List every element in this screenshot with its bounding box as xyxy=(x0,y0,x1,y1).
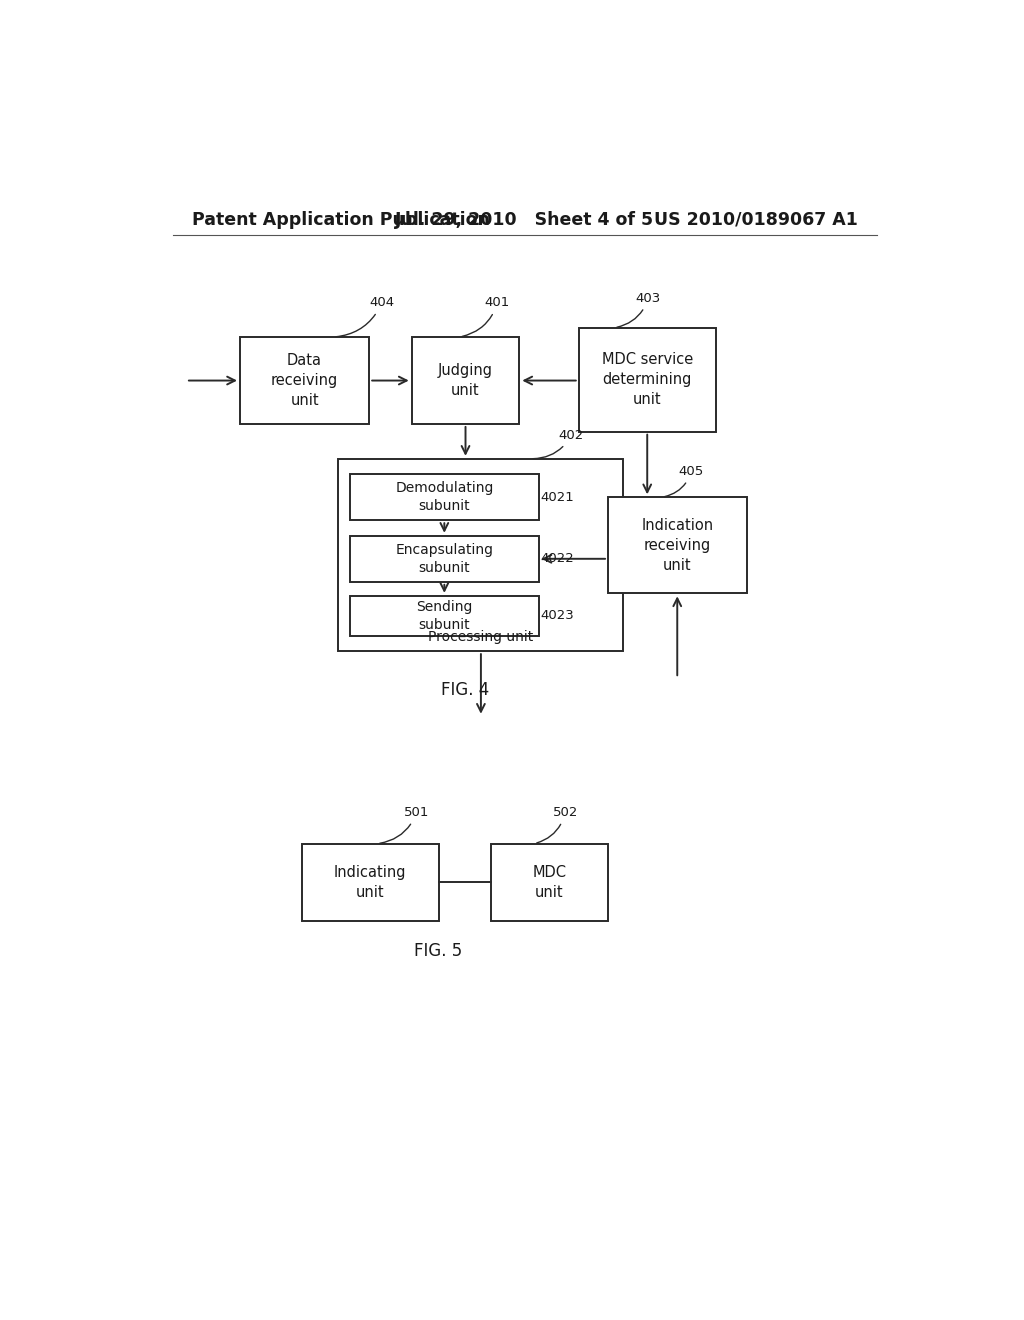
Text: Patent Application Publication: Patent Application Publication xyxy=(193,211,490,228)
Text: Encapsulating
subunit: Encapsulating subunit xyxy=(395,543,494,576)
Text: 501: 501 xyxy=(380,807,429,843)
Text: FIG. 5: FIG. 5 xyxy=(415,942,463,961)
Bar xyxy=(490,843,608,921)
Text: 404: 404 xyxy=(336,296,394,337)
Text: US 2010/0189067 A1: US 2010/0189067 A1 xyxy=(653,211,857,228)
Bar xyxy=(412,337,519,424)
Bar xyxy=(350,536,539,582)
Text: MDC
unit: MDC unit xyxy=(532,865,566,900)
Bar xyxy=(339,459,624,651)
Text: Sending
subunit: Sending subunit xyxy=(416,599,472,632)
Text: 402: 402 xyxy=(532,429,584,458)
Text: MDC service
determining
unit: MDC service determining unit xyxy=(602,352,693,407)
Bar xyxy=(579,327,716,432)
Text: 401: 401 xyxy=(462,296,510,337)
Text: Indicating
unit: Indicating unit xyxy=(334,865,407,900)
Text: FIG. 4: FIG. 4 xyxy=(441,681,489,698)
Bar xyxy=(608,498,746,594)
Text: 403: 403 xyxy=(616,292,660,327)
Bar xyxy=(350,595,539,636)
Text: 4022: 4022 xyxy=(541,552,573,565)
Text: 405: 405 xyxy=(665,465,705,496)
Text: Data
receiving
unit: Data receiving unit xyxy=(271,354,338,408)
Text: Demodulating
subunit: Demodulating subunit xyxy=(395,480,494,513)
Text: Judging
unit: Judging unit xyxy=(438,363,493,397)
Text: 502: 502 xyxy=(537,807,578,843)
Bar xyxy=(301,843,438,921)
Bar xyxy=(350,474,539,520)
Text: Jul. 29, 2010   Sheet 4 of 5: Jul. 29, 2010 Sheet 4 of 5 xyxy=(395,211,654,228)
Text: 4023: 4023 xyxy=(541,610,573,622)
Bar xyxy=(240,337,370,424)
Text: 4021: 4021 xyxy=(541,491,573,504)
Text: Indication
receiving
unit: Indication receiving unit xyxy=(641,517,714,573)
Text: Processing unit: Processing unit xyxy=(428,631,534,644)
